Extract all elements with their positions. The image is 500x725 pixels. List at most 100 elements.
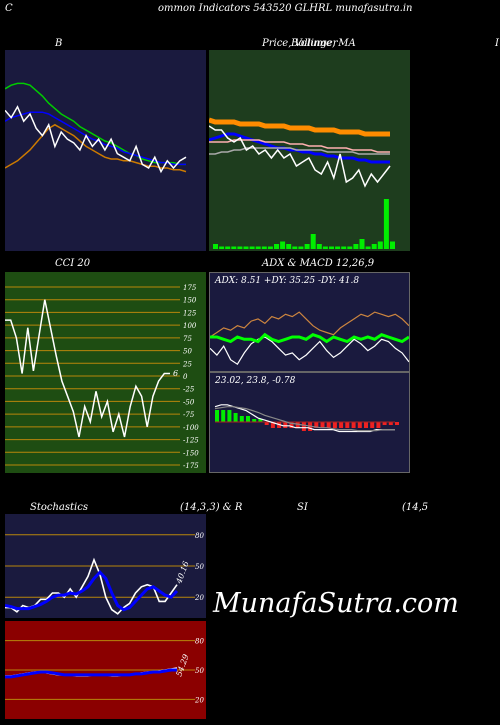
macd-histogram-bar [252,419,257,422]
macd-histogram-bar [239,416,244,422]
cci-tick-label: 75 [183,335,192,343]
bollinger-series-upper [5,82,186,166]
bollinger-series-lower [5,123,187,173]
macd-histogram-bar [246,416,250,422]
cci-tick-label: 50 [183,348,192,356]
price-series-ma-grey [209,147,390,155]
price-title: Price, Volume, MA [262,38,356,49]
volume-bar [261,246,267,249]
volume-bar [316,244,322,249]
stoch-tick-label: 50 [195,563,204,571]
rsi-title: SI [297,502,308,513]
adx-series-+DI [210,311,409,338]
macd-histogram-bar [395,422,399,425]
cci-tick-label: -75 [183,411,195,419]
rsi-tick-label: 20 [194,696,204,704]
macd-series-macd [214,404,395,433]
price-overlay-title: Bollinger [291,38,338,49]
cci-tick-label: -100 [183,424,199,432]
macd-histogram-bar [221,410,226,422]
macd-histogram-bar [258,419,263,422]
adx-series--DI [210,336,409,366]
adx-macd-title: ADX & MACD 12,26,9 [262,258,375,269]
volume-bar [267,246,273,249]
volume-bar [335,246,341,249]
volume-bar [219,246,225,249]
volume-bar [237,246,243,249]
volume-bar [383,199,389,249]
volume-bar [347,246,353,249]
stoch-series-%D [5,570,179,612]
macd-panel: 23.02, 23.8, -0.78 [209,372,410,473]
cci-title: CCI 20 [55,258,91,269]
volume-bar [371,244,377,249]
stoch-tick-label: 20 [194,594,204,602]
macd-histogram-bar [301,422,306,431]
bollinger-title: B [55,38,63,49]
stochastics-panel: 80 50 20 40.16 [5,514,206,618]
adx-panel: ADX: 8.51 +DY: 35.25 -DY: 41.8 [209,272,410,372]
bollinger-chart [5,82,187,174]
rsi-params: (14,5 [402,502,429,513]
macd-histogram-bar [332,422,337,428]
cci-tick-label: -25 [183,386,195,394]
cci-tick-label: 100 [183,322,197,330]
adx-readout: ADX: 8.51 +DY: 35.25 -DY: 41.8 [215,276,360,286]
cci-tick-label: 0 [183,373,188,381]
watermark: MunafaSutra.com [213,588,459,619]
left-edge-char: C [5,3,13,14]
cci-tick-label: 25 [182,360,192,368]
macd-series-signal [214,406,395,432]
macd-readout: 23.02, 23.8, -0.78 [215,376,296,386]
rsi-tick-label: 80 [195,638,204,646]
macd-histogram-bar [295,422,300,428]
rsi-series-rsi-ma [5,668,177,679]
volume-bar [390,241,395,249]
macd-histogram-bar [357,422,362,428]
volume-bar [353,244,359,249]
cci-panel: 175 150 125 100 75 50 25 0 -25 -50 -75 -100 -125 -150… [5,272,206,473]
macd-chart [214,404,399,433]
cci-tick-label: -150 [183,449,199,457]
volume-bar [377,241,383,249]
rsi-panel: 80 50 20 54.29 [5,621,206,719]
volume-bar [231,246,237,249]
macd-histogram-bar [270,422,275,428]
price-series-ma-pink [209,139,390,153]
right-edge-char: I [495,38,499,49]
bollinger-series-price [5,105,187,174]
rsi-tick-label: 50 [195,667,204,675]
macd-histogram-bar [289,422,294,428]
price-chart [209,117,395,249]
macd-histogram-bar [339,422,344,428]
page-title: ommon Indicators 543520 GLHRL munafasutr… [158,3,413,14]
volume-bar [225,246,231,249]
volume-bar [298,246,304,249]
macd-histogram-bar [314,422,319,428]
volume-bar [274,244,279,249]
macd-histogram-bar [283,422,288,428]
cci-tick-label: -175 [183,462,199,470]
volume-bar [304,244,310,249]
cci-last-value: 6 [173,369,178,378]
stoch-tick-label: 80 [195,532,204,540]
cci-tick-label: 175 [183,284,197,292]
macd-histogram-bar [326,422,331,428]
volume-bar [255,246,261,249]
macd-histogram-bar [364,422,368,428]
stochastics-title: Stochastics [30,502,88,513]
volume-bar [365,246,371,249]
cci-tick-label: 150 [183,297,197,305]
macd-histogram-bar [382,422,387,425]
price-panel [209,50,410,251]
volume-bar [286,244,292,249]
volume-bar [359,239,365,249]
price-series-ma-blue [209,132,390,164]
volume-bar [322,246,328,249]
cci-series-0 [5,299,170,438]
volume-bar [310,234,316,249]
adx-series-ADX [210,332,409,344]
cci-chart: 175 150 125 100 75 50 25 0 -25 -50 -75 -100 -125 -150… [5,284,199,470]
cci-tick-label: 125 [183,309,197,317]
